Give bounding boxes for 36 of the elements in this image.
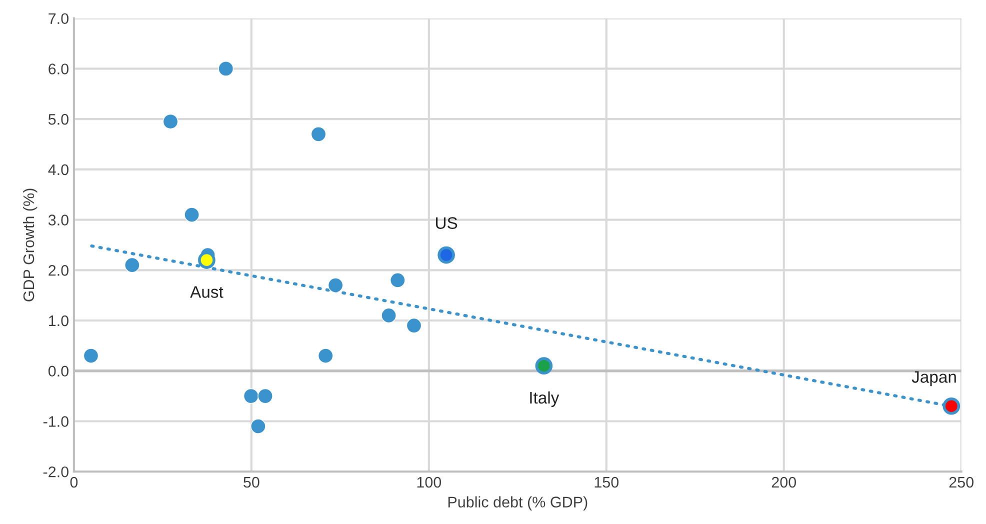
point — [406, 318, 422, 334]
point — [83, 348, 99, 364]
y-tick-label: 5.0 — [48, 114, 68, 125]
y-tick-label: 7.0 — [48, 13, 68, 24]
y-tick-label: 0.0 — [48, 366, 68, 377]
x-tick-label: 0 — [70, 476, 78, 488]
point — [184, 207, 200, 222]
y-tick-label: 3.0 — [48, 214, 68, 226]
point — [328, 278, 344, 293]
point — [250, 418, 266, 434]
y-tick-label: 1.0 — [49, 315, 68, 326]
point — [381, 308, 396, 324]
y-axis-title: GDP Growth (%) — [22, 188, 38, 302]
y-tick-label: -1.0 — [43, 416, 68, 427]
point — [310, 126, 326, 142]
annotation: Italy — [530, 391, 560, 407]
x-tick-label: 250 — [949, 476, 974, 488]
point — [243, 388, 259, 404]
x-tick-label: 200 — [772, 476, 796, 488]
annotation: Japan — [912, 371, 956, 386]
annotation: Aust — [190, 286, 224, 298]
x-tick-label: 100 — [417, 476, 442, 488]
y-tick-label: 4.0 — [48, 164, 68, 176]
point — [218, 61, 234, 76]
point — [390, 272, 406, 288]
y-tick-label: 6.0 — [48, 64, 68, 74]
y-tick-label: 2.0 — [48, 265, 68, 276]
x-tick-label: 150 — [594, 476, 619, 488]
x-tick-label: 50 — [244, 476, 260, 488]
point — [318, 348, 334, 364]
point — [162, 114, 178, 130]
x-axis-title: Public debt (% GDP) — [448, 496, 588, 510]
y-tick-label: -2.0 — [43, 466, 68, 478]
annotation: US — [436, 217, 458, 229]
point — [124, 257, 140, 273]
point — [258, 388, 273, 404]
